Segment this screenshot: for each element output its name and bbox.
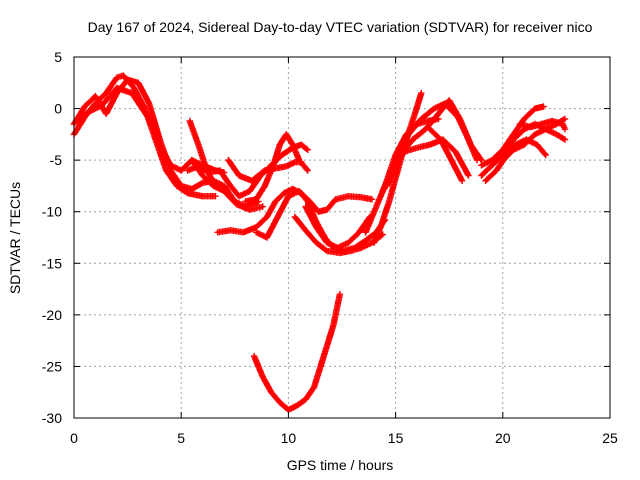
y-tick-label: -10 [42,204,62,220]
series-arc-14 [362,115,442,236]
y-tick-label: -25 [42,358,62,374]
y-tick-label: -15 [42,255,62,271]
series-arc-17 [392,100,481,169]
y-tick-label: -30 [42,410,62,426]
series-arc-23 [516,117,569,133]
x-tick-label: 20 [495,430,511,446]
series-arc-22 [499,126,569,164]
x-axis-label: GPS time / hours [287,457,394,473]
x-tick-label: 10 [281,430,297,446]
y-axis-label: SDTVAR / TECUs [7,182,23,294]
y-tick-label: 0 [54,101,62,117]
y-tick-label: -20 [42,307,62,323]
series-arc-18 [426,126,466,184]
axis-ticks: 0 5 10 15 20 25 5 0 -5 -10 -15 -20 -25 -30 [42,49,618,446]
series-arc-8 [186,117,219,190]
x-tick-label: 25 [602,430,618,446]
plot-frame [73,56,611,419]
series-arc-13 [371,89,425,246]
series-arc-7 [242,131,311,205]
x-tick-label: 15 [388,430,404,446]
data-points [70,72,569,413]
series-arc-12 [302,203,374,251]
series-arc-24 [250,291,344,413]
grid-lines [74,57,610,418]
x-tick-label: 0 [70,430,78,446]
y-tick-label: -5 [50,152,63,168]
x-tick-label: 5 [177,430,185,446]
chart-title: Day 167 of 2024, Sidereal Day-to-day VTE… [88,19,593,35]
y-tick-label: 5 [54,49,62,65]
